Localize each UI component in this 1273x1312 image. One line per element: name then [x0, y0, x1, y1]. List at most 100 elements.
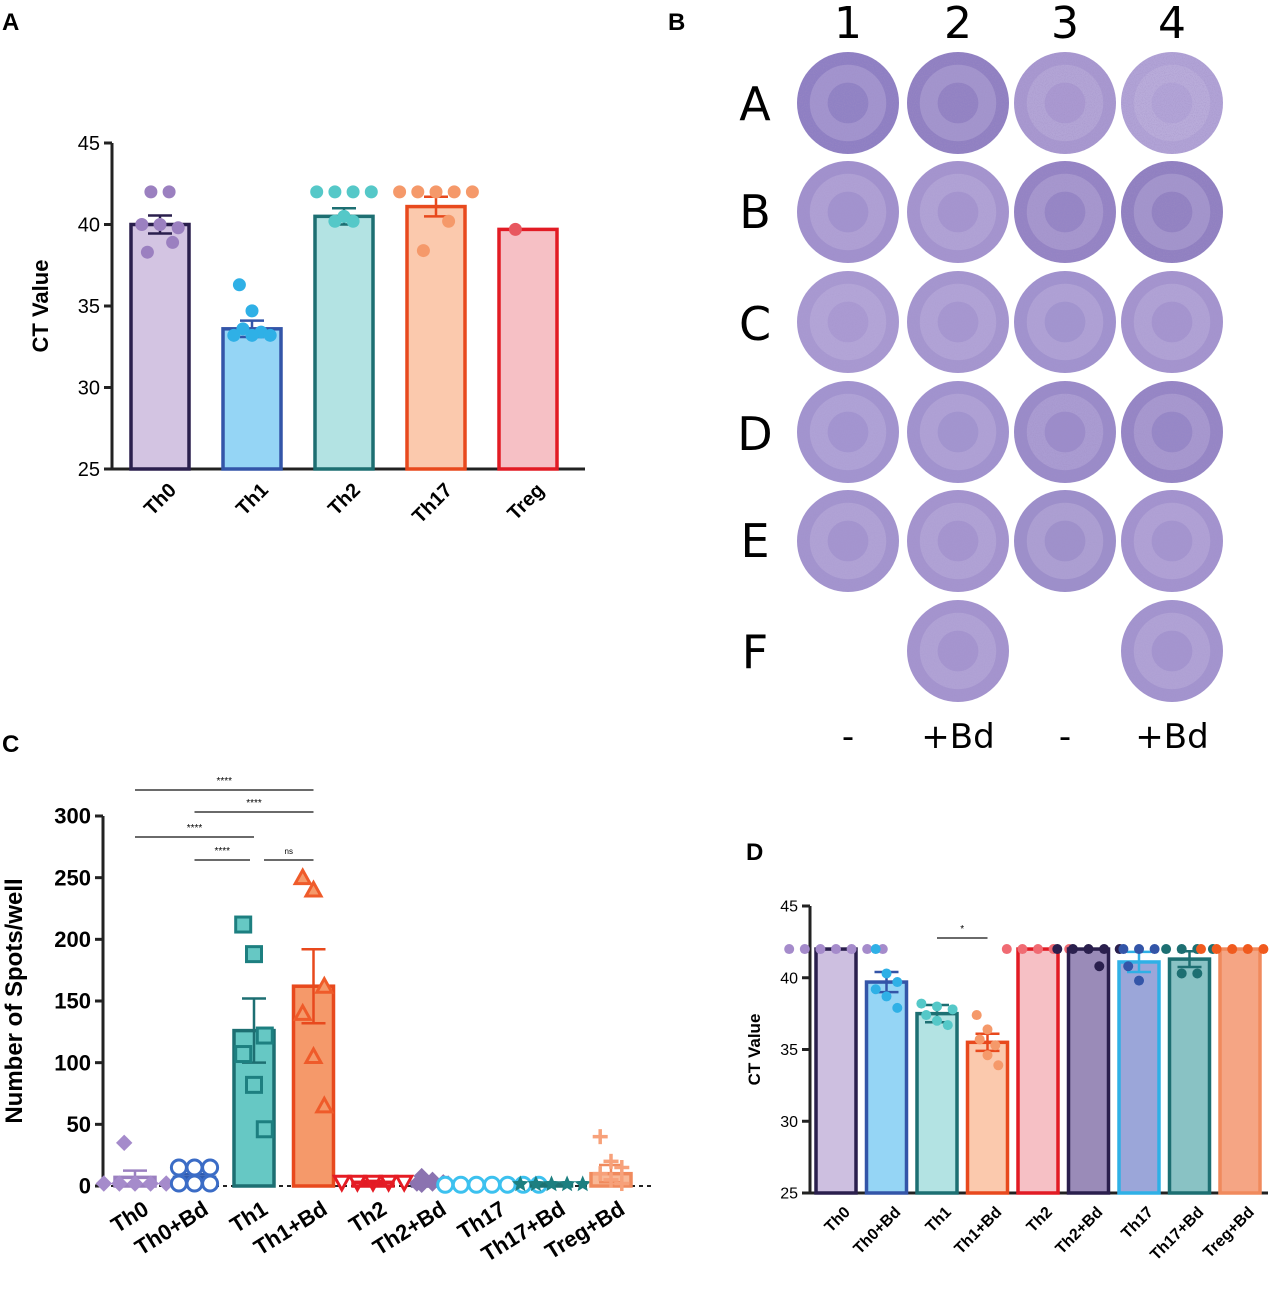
data-point [932, 1015, 942, 1026]
well-spots [1014, 271, 1116, 373]
data-point [1033, 944, 1043, 955]
data-point [862, 944, 873, 955]
well-spots [1014, 381, 1116, 483]
data-point [310, 185, 324, 199]
x-tick-label: Th2+Bd [1053, 1204, 1107, 1258]
x-tick-label: Th17 [1118, 1204, 1156, 1242]
data-point [1001, 944, 1012, 955]
plate-row-a: A [739, 77, 771, 131]
y-tick-label: 25 [78, 459, 100, 481]
well-spots [1014, 490, 1116, 592]
y-tick-label: 200 [54, 927, 91, 952]
panel-letter-b: B [668, 9, 685, 36]
y-tick-label: 150 [54, 989, 91, 1014]
data-point [614, 1176, 630, 1192]
data-point [201, 1158, 220, 1177]
data-point [1176, 968, 1187, 979]
data-point [144, 185, 158, 199]
data-point [169, 1174, 188, 1193]
data-point [331, 1174, 352, 1193]
plate-well [1014, 490, 1116, 592]
data-point [1067, 944, 1078, 955]
data-point [467, 1175, 486, 1194]
data-point [234, 1045, 253, 1064]
well-spots [1014, 161, 1116, 263]
bar-Th2 [1016, 947, 1060, 1195]
plate-well [1014, 161, 1116, 263]
data-point [614, 1160, 630, 1175]
data-point [932, 1001, 942, 1012]
plate-row-e: E [740, 514, 769, 568]
well-spots [1121, 381, 1223, 483]
data-point [255, 1026, 274, 1045]
data-point [166, 235, 180, 249]
x-tick-label: Th1 [232, 479, 273, 520]
data-point [483, 1175, 501, 1194]
plate-well [797, 490, 899, 592]
plate-footer-2: +Bd [921, 717, 994, 757]
data-point [328, 214, 342, 228]
x-tick-label: Th2 [324, 479, 365, 520]
plate-well [1121, 490, 1223, 592]
data-point [1161, 944, 1172, 955]
bar-Th1 [915, 1011, 959, 1195]
data-point [347, 1174, 368, 1193]
data-point [815, 944, 826, 955]
data-point [393, 185, 407, 199]
significance-label: **** [246, 798, 262, 809]
well-spots [797, 271, 899, 373]
y-tick-label: 40 [780, 970, 798, 987]
data-point [292, 1002, 313, 1021]
data-point [227, 328, 241, 342]
data-point [263, 328, 277, 342]
plate-well [1121, 52, 1223, 154]
x-tick-label: Th2 [1024, 1204, 1056, 1236]
well-spots [907, 381, 1009, 483]
y-tick-label: 25 [780, 1186, 798, 1203]
data-point [982, 1024, 993, 1035]
y-axis-label: Number of Spots/well [1, 878, 28, 1123]
data-point [255, 1120, 274, 1139]
bar-Th0 [814, 947, 858, 1195]
data-point [245, 945, 263, 964]
bar-Th2+Bd [1066, 947, 1111, 1195]
bar-Th17 [405, 204, 467, 471]
data-point [245, 304, 259, 318]
plate-row-f: F [742, 625, 768, 679]
data-point [1123, 961, 1134, 972]
plate-column-2: 2 [944, 0, 972, 49]
x-tick-label: Th1 [923, 1204, 955, 1236]
data-point [558, 1175, 576, 1192]
well-spots [797, 381, 899, 483]
data-point [947, 1004, 958, 1015]
data-point [111, 1175, 128, 1192]
data-point [982, 1050, 993, 1061]
data-point [451, 1175, 470, 1194]
data-point [1258, 944, 1269, 955]
bar-Treg [497, 227, 559, 471]
data-point [162, 185, 176, 199]
data-point [171, 221, 185, 235]
significance-label: * [960, 924, 964, 935]
plate-well [907, 600, 1009, 702]
data-point [328, 185, 342, 199]
data-point [245, 1075, 263, 1094]
data-point [1227, 944, 1238, 955]
y-tick-label: 40 [78, 215, 100, 237]
data-point [303, 879, 324, 898]
data-point [236, 322, 250, 336]
y-tick-label: 35 [78, 296, 100, 318]
data-point [411, 185, 425, 199]
data-point [292, 867, 313, 886]
data-point [993, 1060, 1004, 1071]
data-point [508, 222, 522, 236]
data-point [126, 1175, 144, 1192]
data-point [465, 185, 479, 199]
data-point [916, 998, 927, 1009]
plate-row-b: B [739, 185, 771, 239]
plate-footer-1: - [842, 717, 854, 757]
data-point [1211, 944, 1222, 955]
elispot-plate: 1 2 3 4 A B C D E F - +Bd - +Bd [737, 0, 1223, 757]
x-tick-label: Th17 [408, 479, 457, 528]
